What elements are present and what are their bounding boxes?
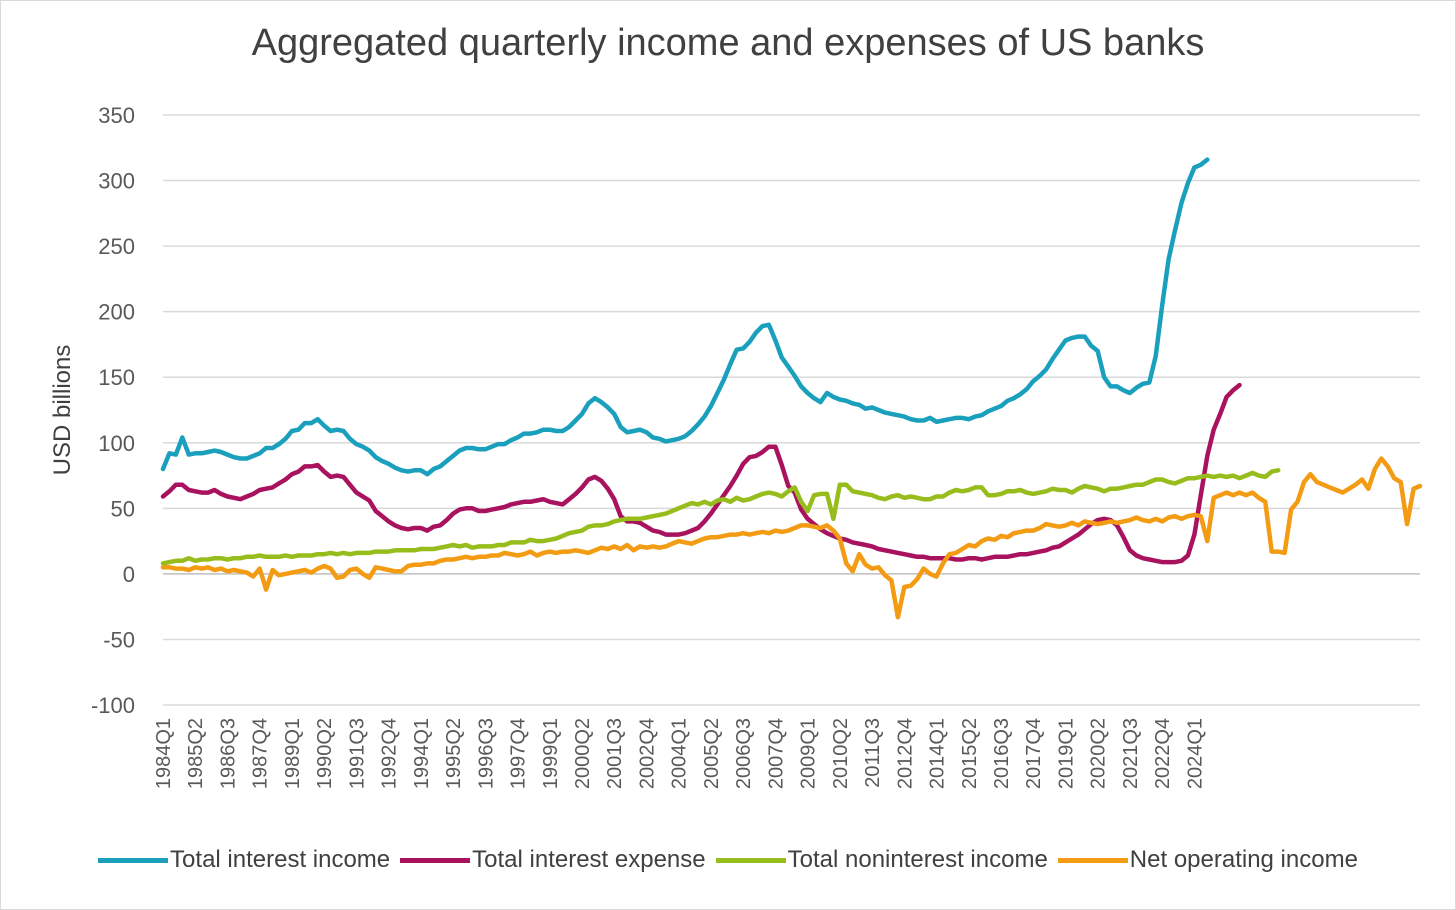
- legend-item: Total interest expense: [400, 846, 706, 874]
- x-tick-label: 2019Q1: [1055, 718, 1077, 789]
- chart-legend: Total interest income Total interest expe…: [0, 846, 1456, 874]
- y-tick-label: -100: [91, 693, 135, 718]
- x-tick-label: 1994Q1: [411, 718, 433, 789]
- series-line-total-noninterest-income: [160, 468, 1281, 566]
- y-axis-label: USD billions: [49, 345, 76, 476]
- x-tick-label: 2000Q2: [572, 718, 594, 789]
- legend-swatch: [715, 857, 786, 863]
- x-tick-label: 1986Q3: [217, 718, 239, 789]
- x-tick-label: 2001Q3: [604, 718, 626, 789]
- x-tick-label: 1992Q4: [379, 718, 401, 789]
- y-tick-label: 100: [98, 431, 135, 456]
- y-tick-label: 150: [98, 365, 135, 390]
- x-tick-label: 1997Q4: [508, 718, 530, 789]
- y-tick-label: -50: [103, 627, 135, 652]
- series-line-net-operating-income: [160, 456, 1423, 620]
- x-tick-label: 2007Q4: [765, 718, 787, 789]
- x-tick-label: 2021Q3: [1120, 718, 1142, 789]
- x-tick-label: 1996Q3: [475, 718, 497, 789]
- legend-swatch: [1057, 857, 1128, 863]
- legend-item: Net operating income: [1057, 846, 1358, 874]
- y-axis-ticks: 350 300 250 200 150 100 50 0 -50 -100: [91, 103, 135, 718]
- x-tick-label: 2017Q4: [1023, 718, 1045, 789]
- x-tick-label: 2011Q3: [862, 718, 884, 788]
- x-tick-label: 2015Q2: [959, 718, 981, 789]
- x-tick-label: 2002Q4: [636, 718, 658, 789]
- x-tick-label: 2006Q3: [733, 718, 755, 789]
- legend-label: Total interest expense: [472, 846, 706, 873]
- x-tick-label: 1987Q4: [250, 718, 272, 789]
- x-tick-label: 2010Q2: [830, 718, 852, 789]
- x-tick-label: 1991Q3: [346, 718, 368, 789]
- x-tick-label: 2016Q3: [991, 718, 1013, 789]
- x-tick-label: 2022Q4: [1152, 718, 1174, 789]
- x-tick-label: 2020Q2: [1088, 718, 1110, 789]
- legend-label: Total interest income: [170, 846, 391, 873]
- y-tick-label: 300: [98, 169, 135, 194]
- x-tick-label: 1995Q2: [443, 718, 465, 789]
- legend-label: Net operating income: [1129, 846, 1358, 873]
- y-tick-label: 350: [98, 103, 135, 128]
- y-tick-label: 0: [123, 562, 135, 587]
- x-tick-label: 2009Q1: [798, 718, 820, 789]
- x-tick-label: 1999Q1: [540, 718, 562, 789]
- series-line-total-interest-expense: [160, 382, 1242, 565]
- x-tick-label: 2014Q1: [927, 718, 949, 789]
- series-line-total-interest-income: [160, 157, 1210, 477]
- x-tick-label: 1984Q1: [153, 718, 175, 789]
- legend-item: Total interest income: [98, 846, 390, 874]
- y-tick-label: 200: [98, 300, 135, 325]
- x-tick-label: 2024Q1: [1184, 718, 1206, 789]
- x-tick-label: 2004Q1: [669, 718, 691, 789]
- chart-title: Aggregated quarterly income and expenses…: [251, 22, 1205, 64]
- x-tick-label: 2005Q2: [701, 718, 723, 789]
- x-axis-ticks: 1984Q1 1985Q2 1986Q3 1987Q4 1989Q1 1990Q2 1991…: [153, 718, 1206, 789]
- legend-swatch: [400, 857, 471, 863]
- y-tick-label: 250: [98, 234, 135, 259]
- series-lines: [160, 157, 1423, 620]
- y-tick-label: 50: [111, 496, 135, 521]
- legend-item: Total noninterest income: [715, 846, 1048, 874]
- gridlines: [163, 114, 1420, 706]
- legend-swatch: [98, 857, 169, 863]
- x-tick-label: 2012Q4: [894, 718, 916, 789]
- legend-label: Total noninterest income: [787, 846, 1048, 873]
- x-tick-label: 1989Q1: [282, 718, 304, 789]
- x-tick-label: 1985Q2: [185, 718, 207, 789]
- x-tick-label: 1990Q2: [314, 718, 336, 789]
